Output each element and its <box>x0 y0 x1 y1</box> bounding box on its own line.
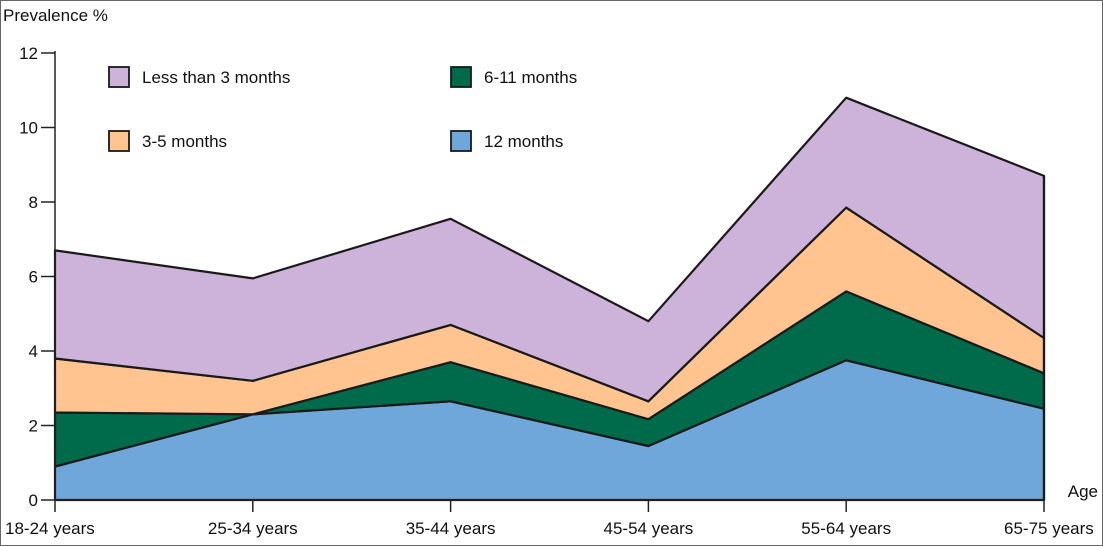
y-tick-label: 6 <box>29 268 38 287</box>
y-axis-title: Prevalence % <box>3 6 108 25</box>
x-tick-label: 35-44 years <box>406 519 496 538</box>
legend-swatch-6-11-months <box>450 66 472 88</box>
x-tick-label: 18-24 years <box>5 519 95 538</box>
y-tick-label: 8 <box>29 193 38 212</box>
x-tick-label: 25-34 years <box>208 519 298 538</box>
y-tick-label: 2 <box>29 417 38 436</box>
legend-label-12-months: 12 months <box>484 132 563 151</box>
x-tick-label: 45-54 years <box>604 519 694 538</box>
x-tick-label: 55-64 years <box>801 519 891 538</box>
legend-label-3-5-months: 3-5 months <box>142 132 227 151</box>
legend-swatch-12-months <box>450 130 472 152</box>
legend: Less than 3 months 6-11 months 3-5 months 1… <box>108 66 577 152</box>
legend-swatch-3-5-months <box>108 130 130 152</box>
y-tick-label: 0 <box>29 491 38 510</box>
legend-label-6-11-months: 6-11 months <box>484 68 577 87</box>
x-axis-title: Age <box>1068 482 1098 501</box>
y-ticks: 0 2 4 6 8 10 12 <box>19 44 55 510</box>
x-ticks: 18-24 years 25-34 years 35-44 years 45-54 y… <box>5 500 1094 538</box>
y-tick-label: 10 <box>19 119 38 138</box>
y-tick-label: 12 <box>19 44 38 63</box>
x-tick-label: 65-75 years <box>1004 519 1094 538</box>
y-tick-label: 4 <box>29 342 38 361</box>
legend-label-less-than-3-months: Less than 3 months <box>142 68 290 87</box>
area-layers <box>53 96 1046 502</box>
legend-swatch-less-than-3-months <box>108 66 130 88</box>
